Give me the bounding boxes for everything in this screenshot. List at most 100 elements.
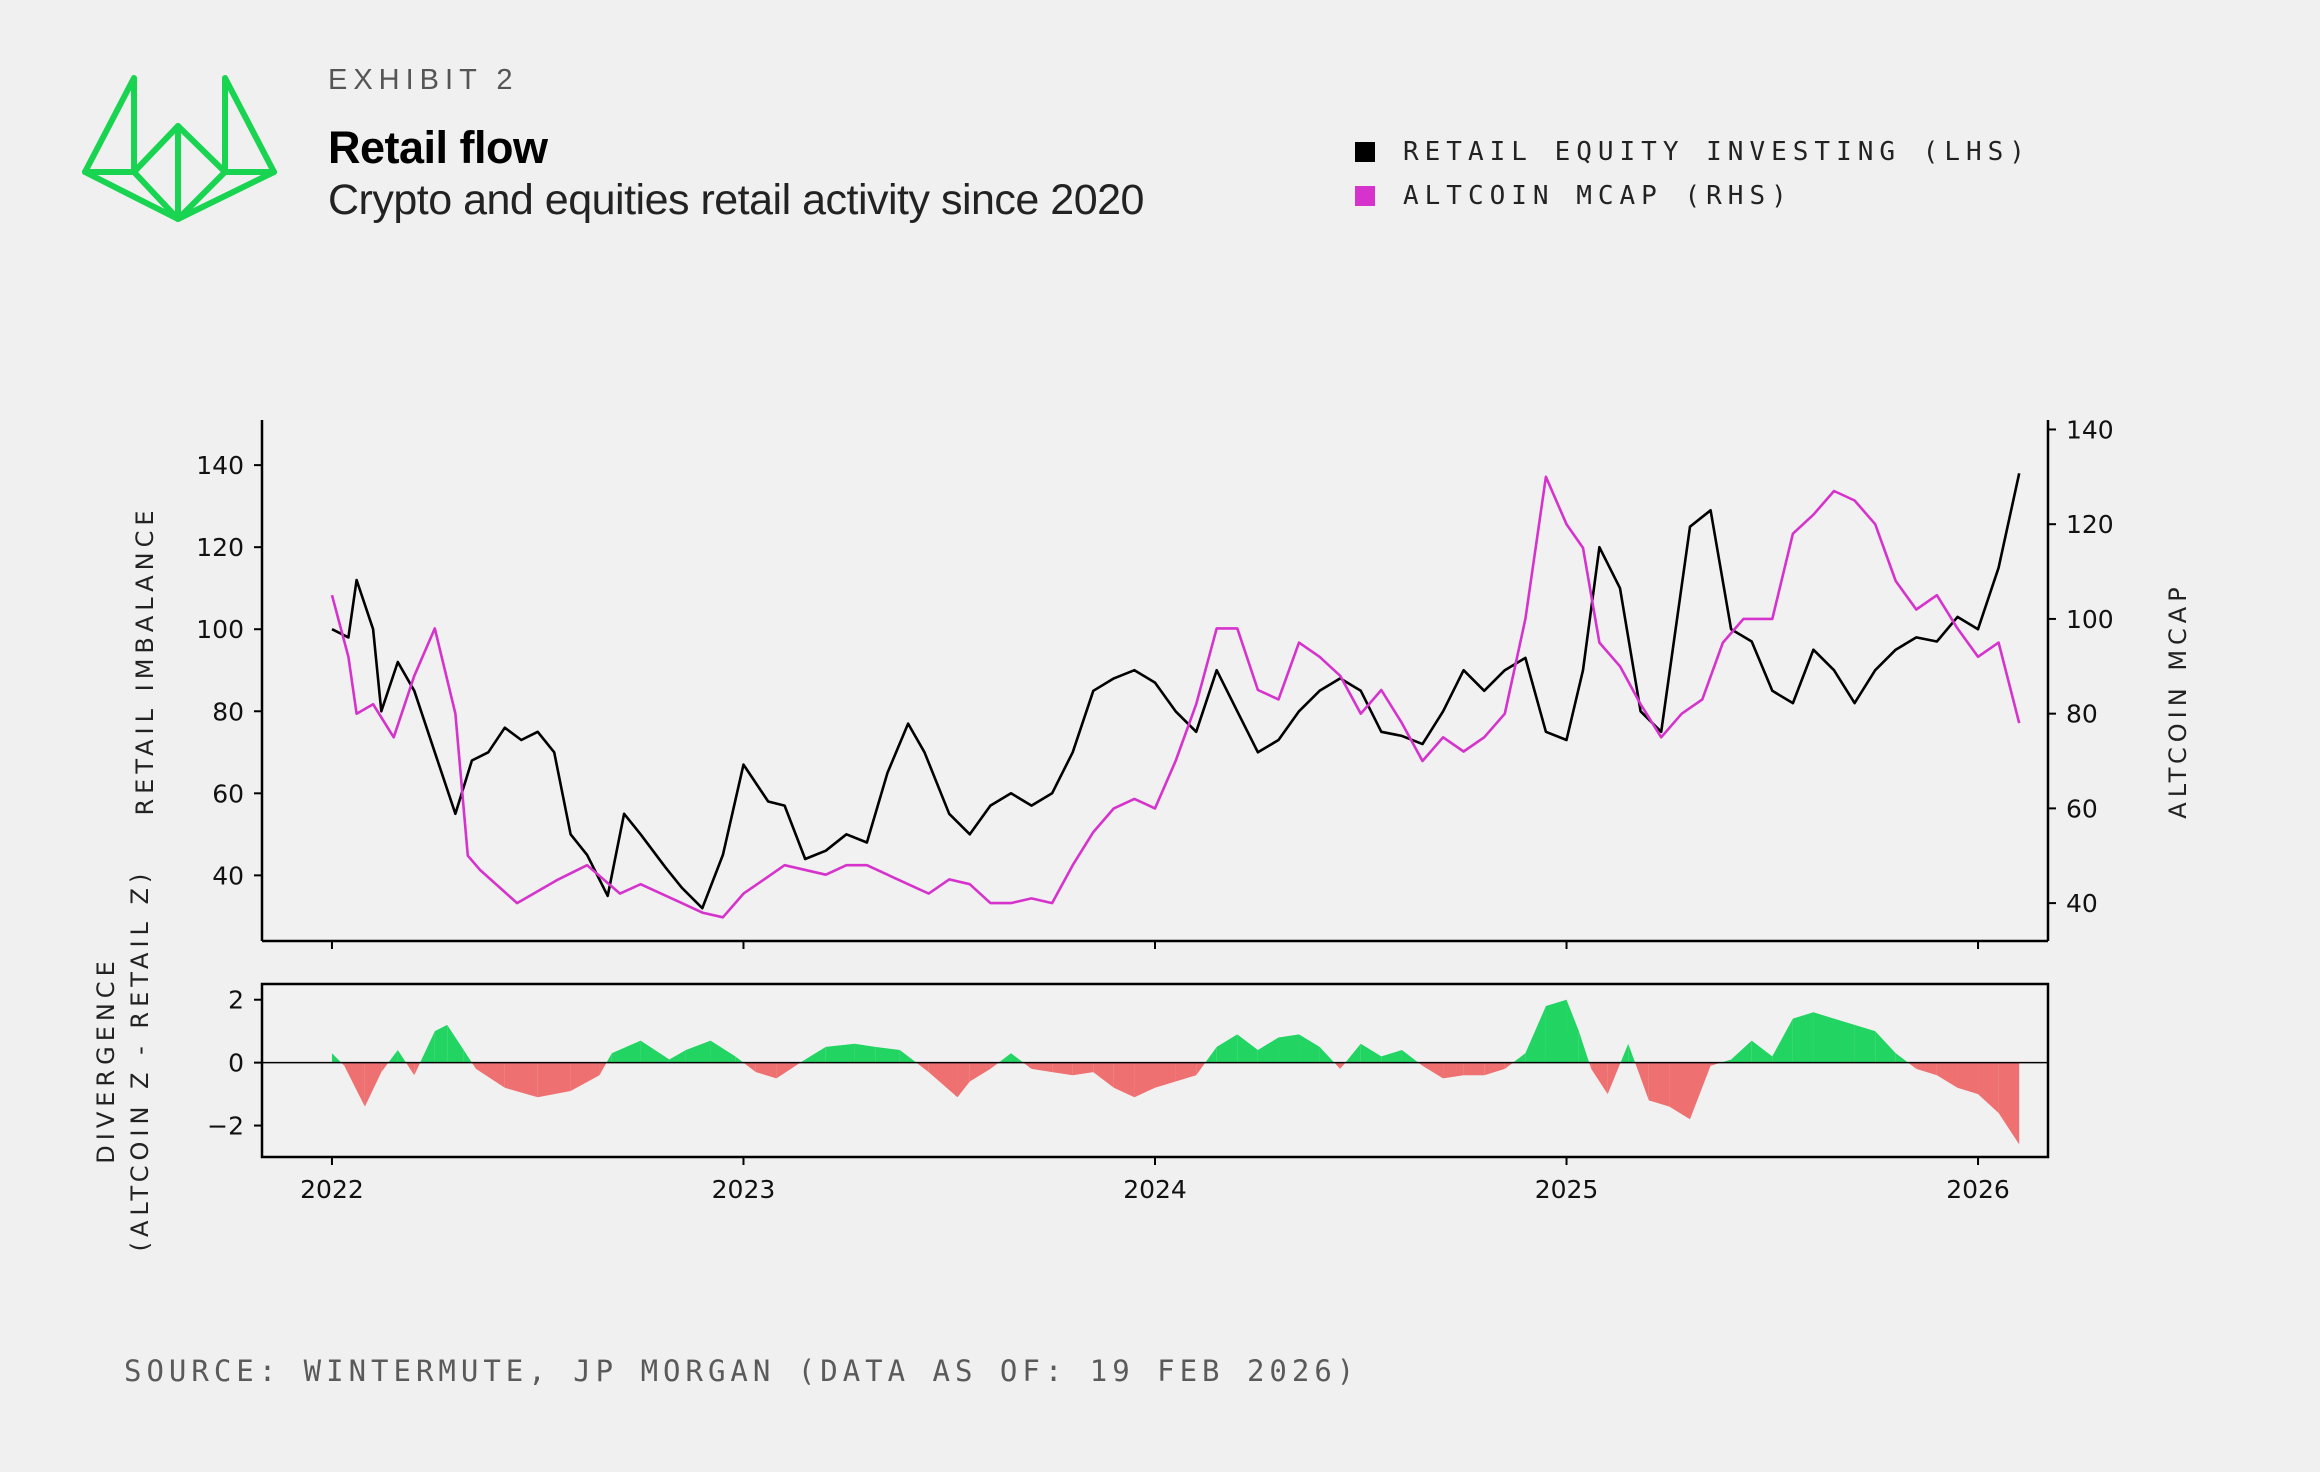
divergence-area-positive: [1772, 1018, 1793, 1063]
divergence-area-negative: [414, 1062, 421, 1076]
divergence-area-negative: [1978, 1062, 1999, 1113]
divergence-area-negative: [755, 1062, 777, 1079]
divergence-area-positive: [875, 1046, 900, 1063]
divergence-area-positive: [1299, 1034, 1320, 1063]
divergence-area-negative: [928, 1062, 958, 1098]
right-y-tick-label: 60: [2066, 794, 2098, 823]
divergence-area-positive: [1731, 1040, 1752, 1063]
divergence-area-negative: [599, 1062, 607, 1076]
divergence-area-positive: [1813, 1012, 1835, 1063]
divergence-area-negative: [475, 1062, 505, 1088]
divergence-area-negative: [1916, 1062, 1937, 1076]
x-tick-label: 2022: [300, 1175, 364, 1204]
divergence-area-positive: [805, 1046, 826, 1063]
divergence-area-positive: [1854, 1024, 1876, 1063]
chart-title: Retail flow: [328, 122, 548, 173]
right-y-tick-label: 40: [2066, 889, 2098, 918]
divergence-area-negative: [743, 1062, 756, 1073]
series-line-altcoin-mcap: [330, 475, 2021, 919]
divergence-area-positive: [447, 1024, 464, 1063]
divergence-area-negative: [1052, 1062, 1073, 1076]
divergence-area-negative: [1155, 1062, 1176, 1088]
divergence-area-positive: [1513, 1053, 1526, 1063]
main-plot-area: [262, 420, 2048, 941]
divergence-area-positive: [1319, 1046, 1335, 1063]
divergence-area-negative: [1093, 1062, 1114, 1088]
divergence-area-negative: [381, 1062, 389, 1073]
divergence-area-positive: [800, 1059, 806, 1063]
divergence-area-negative: [1936, 1062, 1958, 1088]
divergence-y-tick-label: 0: [228, 1049, 244, 1078]
divergence-area-positive: [434, 1024, 448, 1063]
divergence-area-negative: [1031, 1062, 1053, 1073]
divergence-area-positive: [1751, 1040, 1773, 1063]
legend-item-retail: RETAIL EQUITY INVESTING (LHS): [1355, 130, 2031, 174]
divergence-area-negative: [1669, 1062, 1690, 1120]
divergence-area-positive: [611, 1040, 641, 1063]
divergence-area-positive: [1216, 1034, 1238, 1063]
right-y-axis-title: ALTCOIN MCAP: [2164, 582, 2192, 818]
chart-subtitle: Crypto and equities retail activity sinc…: [328, 176, 1144, 224]
divergence-area-negative: [1023, 1062, 1032, 1069]
divergence-area-positive: [640, 1040, 670, 1063]
right-y-tick-label: 80: [2066, 700, 2098, 729]
divergence-area-positive: [463, 1050, 472, 1063]
divergence-area-positive: [1010, 1053, 1024, 1063]
left-y-axis-title: RETAIL IMBALANCE: [131, 505, 159, 815]
divergence-area-positive: [1566, 999, 1579, 1063]
divergence-area-positive: [1345, 1043, 1361, 1063]
divergence-area-negative: [969, 1062, 991, 1082]
divergence-area-positive: [1205, 1046, 1217, 1063]
divergence-area-positive: [669, 1050, 686, 1063]
divergence-area-negative: [1072, 1062, 1094, 1076]
divergence-area-negative: [1689, 1062, 1711, 1120]
divergence-area-positive: [1578, 1031, 1590, 1063]
legend-swatch-retail: [1355, 142, 1375, 162]
divergence-area-positive: [735, 1056, 744, 1063]
divergence-area-negative: [1635, 1062, 1649, 1101]
divergence-area-positive: [825, 1043, 855, 1063]
divergence-area-positive: [685, 1040, 711, 1063]
divergence-area-positive: [1360, 1043, 1382, 1063]
divergence-area-negative: [1908, 1062, 1917, 1069]
divergence-area-positive: [420, 1031, 435, 1063]
left-y-tick-label: 60: [212, 779, 244, 808]
divergence-area-positive: [388, 1050, 398, 1063]
divergence-area-negative: [1422, 1062, 1444, 1079]
divergence-area-negative: [1463, 1062, 1485, 1076]
divergence-area-positive: [1257, 1037, 1279, 1063]
divergence-area-positive: [998, 1053, 1011, 1063]
divergence-area-negative: [957, 1062, 970, 1098]
divergence-area-positive: [1875, 1031, 1896, 1063]
divergence-area-negative: [1710, 1062, 1721, 1066]
divergence-area-negative: [341, 1062, 345, 1066]
divergence-area-positive: [1525, 1006, 1546, 1063]
divergence-area-positive: [606, 1053, 612, 1063]
divergence-area-negative: [1591, 1062, 1608, 1095]
divergence-area-negative: [570, 1062, 600, 1091]
divergence-area-positive: [1720, 1059, 1732, 1063]
divergence-y-tick-label: −2: [207, 1112, 244, 1141]
divergence-area-negative: [1443, 1062, 1464, 1079]
divergence-area-positive: [899, 1050, 917, 1063]
divergence-area-negative: [1504, 1062, 1514, 1069]
x-tick-label: 2026: [1946, 1175, 2010, 1204]
legend-label-altcoin: ALTCOIN MCAP (RHS): [1403, 181, 1793, 211]
divergence-area-negative: [1998, 1062, 2020, 1145]
divergence-area-negative: [1340, 1062, 1346, 1069]
divergence-area-positive: [1792, 1012, 1814, 1063]
right-y-tick-label: 100: [2066, 605, 2114, 634]
divergence-area-positive: [1834, 1018, 1855, 1063]
divergence-axis-title: DIVERGENCE: [92, 956, 120, 1163]
divergence-area-positive: [710, 1040, 736, 1063]
right-y-tick-label: 140: [2066, 415, 2114, 444]
divergence-axis-title: (ALTCOIN Z - RETAIL Z): [126, 869, 154, 1252]
divergence-area-positive: [1278, 1034, 1300, 1063]
divergence-area-positive: [1628, 1043, 1636, 1063]
divergence-area-positive: [1895, 1053, 1909, 1063]
divergence-area-negative: [1589, 1062, 1592, 1069]
left-y-tick-label: 120: [196, 533, 244, 562]
divergence-area-positive: [854, 1043, 876, 1063]
